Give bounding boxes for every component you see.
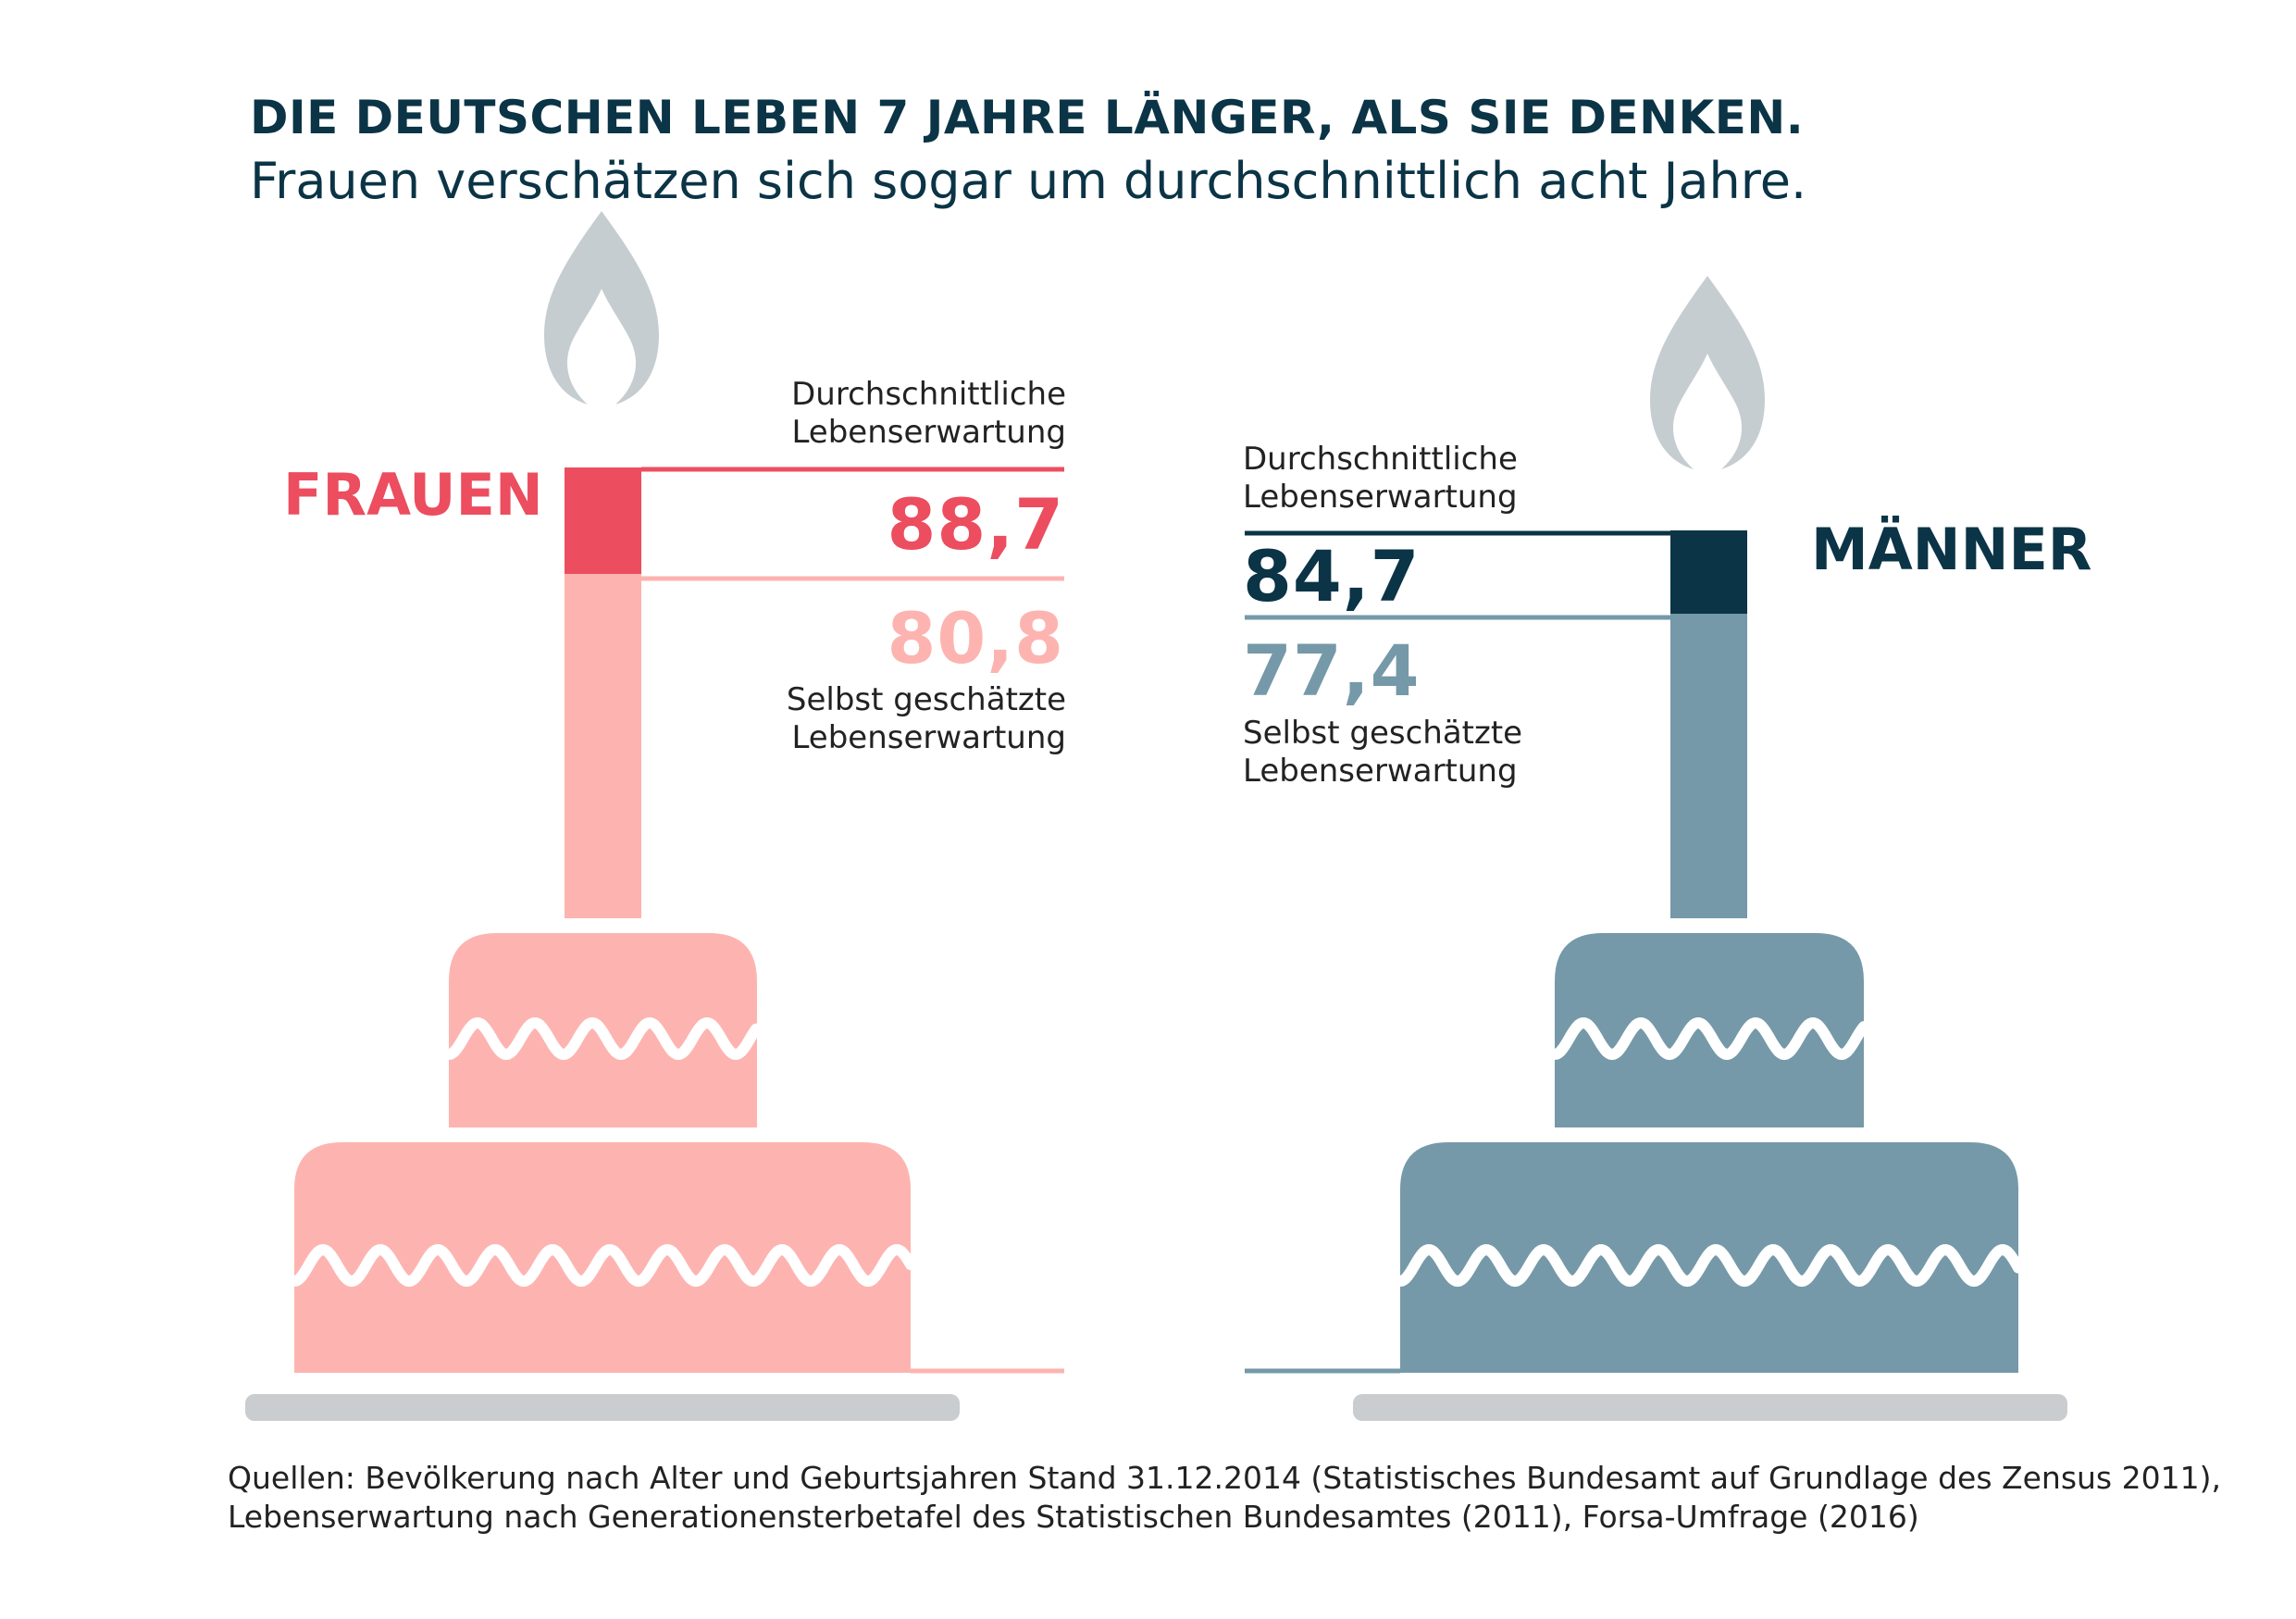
maenner-estimated-caption: Selbst geschätzte Lebenserwartung [1243,715,1523,790]
maenner-actual-caption: Durchschnittliche Lebenserwartung [1243,441,1518,516]
frauen-estimated-caption: Selbst geschätzte Lebenserwartung [786,681,1066,756]
maenner-flame-icon [1650,276,1765,469]
frauen-estimated-value: 80,8 [887,597,1064,679]
page-subtitle: Frauen verschätzen sich sogar um durchsc… [250,152,1807,210]
maenner-candle-estimated [1670,614,1747,918]
frauen-top-frosting [443,1017,762,1061]
maenner-plate [1353,1394,2067,1421]
maenner-bottom-frosting [1395,1244,2024,1288]
maenner-label: MÄNNER [1811,516,2092,583]
maenner-top-frosting [1549,1017,1869,1061]
frauen-actual-caption: Durchschnittliche Lebenserwartung [791,376,1066,451]
maenner-group [1245,276,2067,1421]
source-note: Quellen: Bevölkerung nach Alter und Gebu… [228,1460,2221,1535]
frauen-actual-value: 88,7 [887,483,1064,566]
frauen-candle-difference [565,467,641,574]
frauen-plate [245,1394,960,1421]
maenner-candle-difference [1670,530,1747,614]
frauen-bottom-frosting [289,1244,916,1288]
frauen-flame-icon [544,211,659,405]
frauen-candle-estimated [565,574,641,918]
page-title: DIE DEUTSCHEN LEBEN 7 JAHRE LÄNGER, ALS … [250,91,1805,144]
maenner-actual-value: 84,7 [1243,535,1421,617]
frauen-label: FRAUEN [283,461,543,529]
frauen-group [245,211,1064,1421]
maenner-estimated-value: 77,4 [1243,629,1421,712]
